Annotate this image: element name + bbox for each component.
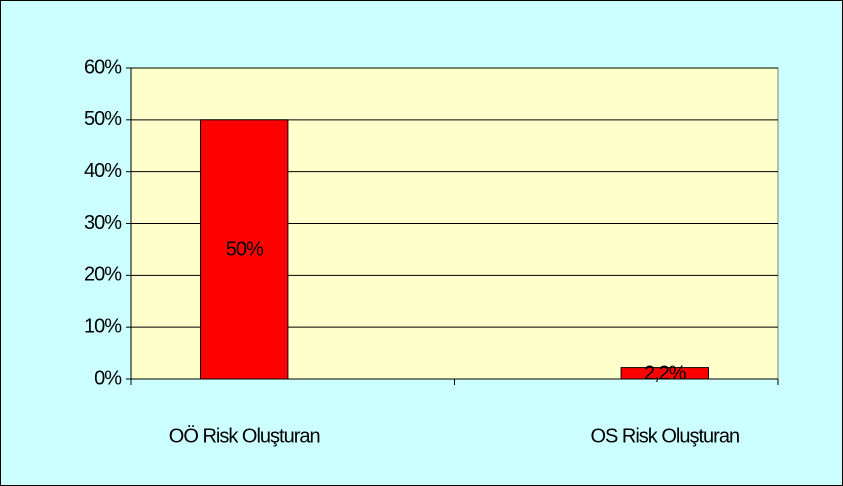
y-tick-label: 40% xyxy=(84,160,122,182)
data-label: 2,2% xyxy=(644,363,687,385)
bar xyxy=(200,119,289,380)
y-tick-label: 50% xyxy=(84,108,122,130)
y-tick-label: 10% xyxy=(84,315,122,337)
y-tick-label: 0% xyxy=(94,367,122,389)
y-tick-label: 20% xyxy=(84,264,122,286)
x-tick-label: OS Risk Oluşturan xyxy=(590,425,739,447)
y-tick-label: 60% xyxy=(84,56,122,78)
x-tick-label: OÖ Risk Oluşturan xyxy=(169,425,320,447)
y-tick-label: 30% xyxy=(84,212,122,234)
data-label: 50% xyxy=(226,239,264,261)
bar xyxy=(620,367,709,380)
